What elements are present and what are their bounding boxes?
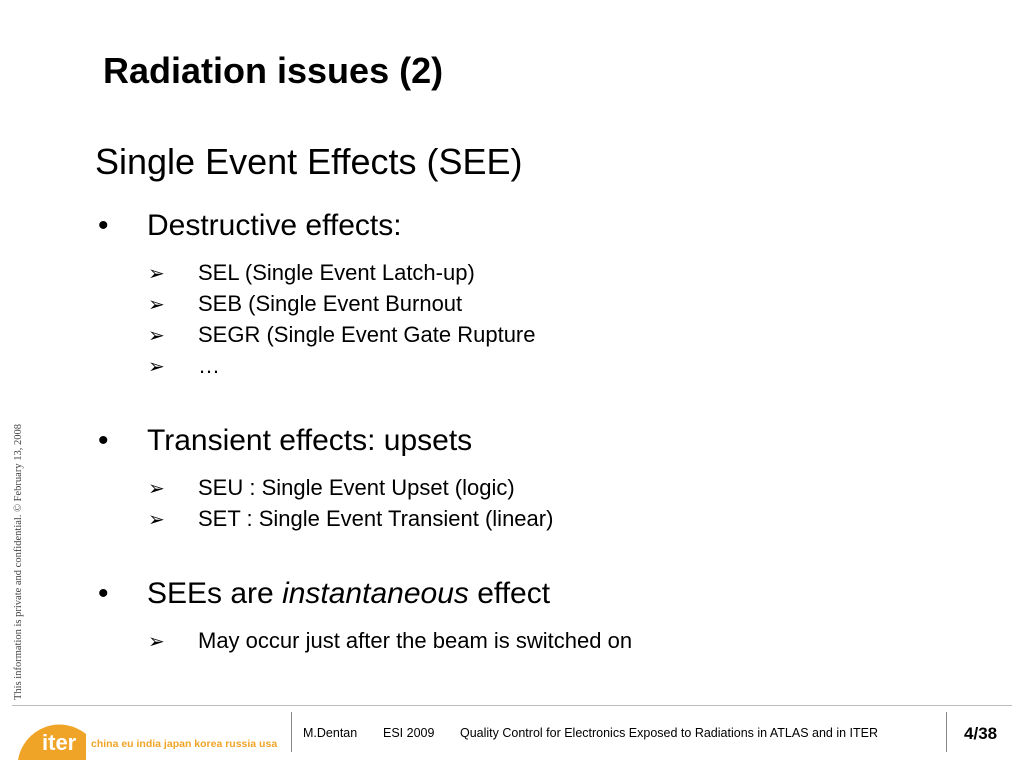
list-item-text: May occur just after the beam is switche… <box>198 628 633 653</box>
page-separator: / <box>973 724 979 743</box>
bullet-marker: • <box>98 209 109 242</box>
list-item: ➢… <box>148 353 220 379</box>
bullet-transient-effects: • Transient effects: upsets <box>98 424 472 458</box>
list-item: ➢ SEU : Single Event Upset (logic) <box>148 475 515 501</box>
list-item: ➢ SEB (Single Event Burnout <box>148 291 462 317</box>
confidentiality-note: This information is private and confiden… <box>13 424 24 700</box>
list-item-text: SEGR (Single Event Gate Rupture <box>198 322 536 347</box>
bullet-instantaneous: • SEEs are instantaneous effect <box>98 577 550 611</box>
bullet-label-end: effect <box>468 577 551 610</box>
iter-logo: iter <box>18 724 86 760</box>
list-item: ➢ SEL (Single Event Latch-up) <box>148 260 475 286</box>
list-item-text: SEL (Single Event Latch-up) <box>198 260 475 285</box>
arrow-bullet-icon: ➢ <box>148 478 165 500</box>
list-item-text: … <box>198 353 220 378</box>
bullet-marker: • <box>98 424 109 457</box>
bullet-label: Transient effects: upsets <box>147 424 473 457</box>
bullet-label-start: SEEs are <box>147 577 283 610</box>
arrow-bullet-icon: ➢ <box>148 631 165 653</box>
iter-tagline: china eu india japan korea russia usa <box>91 738 278 750</box>
arrow-bullet-icon: ➢ <box>148 325 165 347</box>
footer-divider <box>291 712 292 752</box>
arrow-bullet-icon: ➢ <box>148 356 165 378</box>
footer-rule <box>12 705 1012 706</box>
page-number: 4/38 <box>964 724 997 744</box>
arrow-bullet-icon: ➢ <box>148 263 165 285</box>
list-item: ➢ May occur just after the beam is switch… <box>148 628 632 654</box>
iter-logo-wordmark: iter <box>42 730 77 755</box>
footer-author: M.Dentan <box>303 726 358 740</box>
bullet-destructive-effects: • Destructive effects: <box>98 209 402 243</box>
list-item-text: SEB (Single Event Burnout <box>198 291 463 316</box>
slide-title: Radiation issues (2) <box>103 50 444 91</box>
arrow-bullet-icon: ➢ <box>148 294 165 316</box>
footer-event: ESI 2009 <box>383 726 435 740</box>
section-heading: Single Event Effects (SEE) <box>95 141 523 182</box>
footer-divider <box>946 712 947 752</box>
list-item: ➢ SEGR (Single Event Gate Rupture <box>148 322 536 348</box>
list-item: ➢ SET : Single Event Transient (linear) <box>148 506 553 532</box>
bullet-label: Destructive effects: <box>147 209 402 242</box>
iter-logo-sun-icon <box>18 724 86 760</box>
list-item-text: SEU : Single Event Upset (logic) <box>198 475 515 500</box>
page-current: 4 <box>964 724 974 743</box>
bullet-label-emphasis: instantaneous <box>282 577 469 610</box>
page-total: 38 <box>978 724 998 743</box>
bullet-marker: • <box>98 577 109 610</box>
arrow-bullet-icon: ➢ <box>148 509 165 531</box>
footer-talk-title: Quality Control for Electronics Exposed … <box>460 726 879 740</box>
list-item-text: SET : Single Event Transient (linear) <box>198 506 554 531</box>
